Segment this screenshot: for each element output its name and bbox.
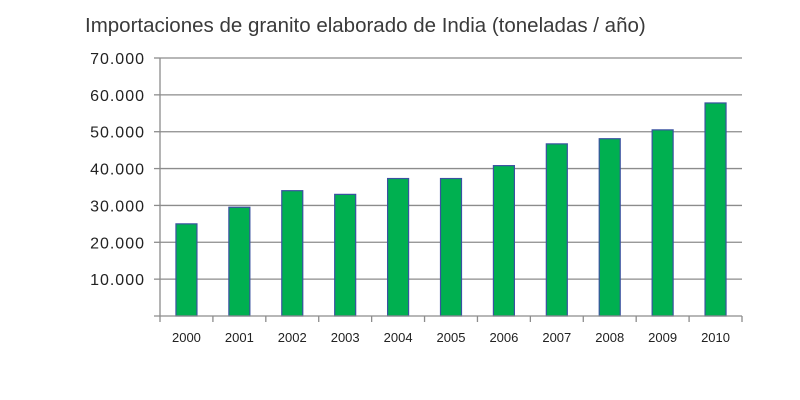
bars [175,102,727,317]
y-tick-label: 10.000 [90,272,145,289]
x-tick-label: 2007 [542,330,571,345]
y-tick-labels: 10.000 20.000 30.000 40.000 50.000 60.000 70.0… [90,51,145,289]
bar-2002 [281,190,304,317]
x-tick-label: 2006 [489,330,518,345]
x-tick-label: 2008 [595,330,624,345]
y-tick-label: 30.000 [90,198,145,215]
x-tick-labels: 2000 2001 2002 2003 2004 2005 2006 2007 2008 2009… [172,330,730,345]
x-tick-label: 2001 [225,330,254,345]
x-tick-label: 2004 [384,330,413,345]
y-tick-label: 50.000 [90,125,145,142]
x-tick-label: 2010 [701,330,730,345]
x-tick-label: 2009 [648,330,677,345]
bar-2003 [334,193,357,317]
bar-2010 [704,102,727,317]
bar-2009 [651,129,674,317]
x-tick-label: 2002 [278,330,307,345]
bar-2000 [175,223,198,317]
y-tick-label: 40.000 [90,162,145,179]
chart-title: Importaciones de granito elaborado de In… [85,14,646,37]
axes [154,57,743,322]
bar-2008 [598,138,621,317]
y-tick-label: 20.000 [90,235,145,252]
y-tick-label: 60.000 [90,88,145,105]
bar-2007 [545,143,568,317]
bar-2001 [228,206,251,317]
x-tick-label: 2003 [331,330,360,345]
x-tick-label: 2000 [172,330,201,345]
bar-2004 [386,177,410,317]
bar-2005 [439,177,463,317]
y-tick-label: 70.000 [90,51,145,68]
x-tick-label: 2005 [437,330,466,345]
bar-2006 [492,165,516,317]
